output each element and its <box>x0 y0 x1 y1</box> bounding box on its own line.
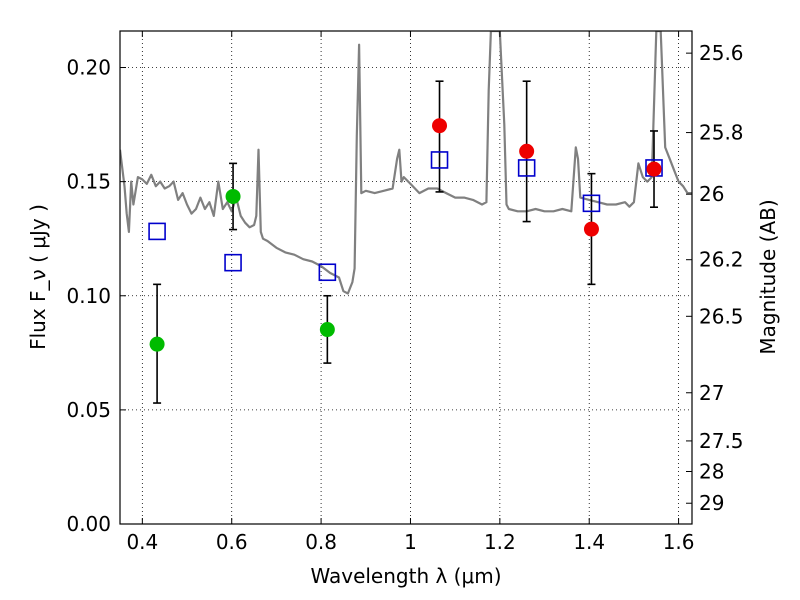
x-tick-label: 0.4 <box>126 530 158 554</box>
mag-tick-label: 28 <box>699 460 724 484</box>
mag-tick-label: 29 <box>699 491 724 515</box>
y-axis-label: Flux F_ν ( μJy ) <box>26 204 50 350</box>
data-point-marker <box>225 188 241 204</box>
x-tick-label: 0.6 <box>216 530 248 554</box>
data-point-marker <box>583 221 599 237</box>
model-square-marker <box>318 263 337 282</box>
plot-background <box>120 31 692 524</box>
data-point-marker <box>149 336 165 352</box>
ticks: 0.4 0.6 0.8 1 1.2 1.4 1.6 0.00 0.05 0.10 0.15 0.20 2… <box>66 31 744 554</box>
model-square-marker <box>582 194 601 213</box>
plot-frame <box>119 30 693 525</box>
x-tick-label: 0.8 <box>305 530 337 554</box>
mag-tick-label: 27 <box>699 381 724 405</box>
x-tick-label: 1 <box>404 530 417 554</box>
mag-tick-label: 25.8 <box>699 121 744 145</box>
model-square-marker <box>517 159 536 177</box>
mag-tick-label: 26.2 <box>699 248 744 272</box>
y-tick-label: 0.15 <box>66 170 111 194</box>
data-point-marker <box>519 143 535 159</box>
model-square-marker <box>224 253 242 272</box>
model-square-marker <box>430 151 449 169</box>
mag-tick-label: 25.6 <box>699 41 744 65</box>
y-tick-label: 0.05 <box>66 398 111 422</box>
y-tick-label: 0.10 <box>66 284 111 308</box>
y-tick-label: 0.00 <box>66 512 111 536</box>
data-point-marker <box>319 322 335 338</box>
grid <box>120 31 692 524</box>
mag-tick-label: 26 <box>699 182 724 206</box>
mag-tick-label: 27.5 <box>699 429 744 453</box>
x-tick-label: 1.6 <box>663 530 695 554</box>
model-square-marker <box>148 222 166 241</box>
x-axis-label: Wavelength λ (μm) <box>310 564 501 588</box>
y2-axis-label: Magnitude (AB) <box>756 199 780 354</box>
data-layer <box>120 31 692 404</box>
y-tick-label: 0.20 <box>66 56 111 80</box>
x-tick-label: 1.2 <box>484 530 516 554</box>
data-point-marker <box>432 118 448 134</box>
mag-tick-label: 26.5 <box>699 304 744 328</box>
x-tick-label: 1.4 <box>573 530 605 554</box>
data-point-marker <box>646 161 662 177</box>
